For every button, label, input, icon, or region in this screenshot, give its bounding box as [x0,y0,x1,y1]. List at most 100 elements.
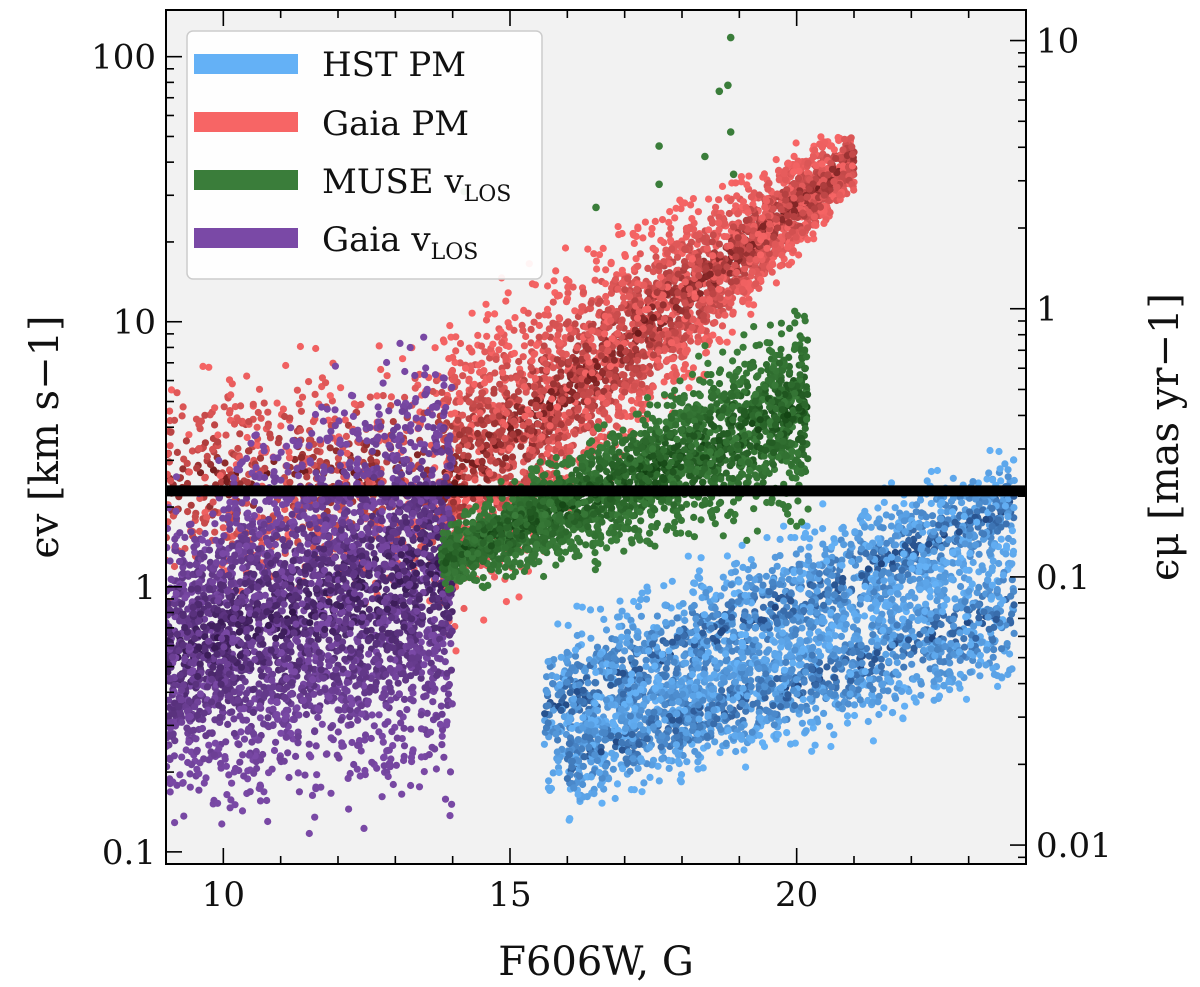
data-point [716,337,724,346]
data-point [699,296,707,304]
data-point [669,346,677,354]
data-point [291,455,299,464]
data-point [452,333,460,341]
data-point [303,473,311,481]
data-point [601,330,609,338]
data-point [601,280,610,288]
data-point [520,435,528,443]
data-point [521,412,529,420]
data-point [662,639,670,647]
data-point [618,279,626,287]
data-point [543,689,551,697]
data-point [611,275,620,283]
data-point [227,391,235,399]
data-point [768,567,776,575]
data-point [603,340,611,348]
data-point [502,454,510,462]
data-point [644,587,652,595]
data-point [685,384,693,392]
data-point [245,418,253,426]
data-point [587,299,595,307]
data-point [688,255,697,263]
data-point [729,223,738,231]
data-point [718,322,727,330]
data-point [839,523,847,532]
data-point [221,459,229,467]
data-point [566,371,574,379]
data-point [595,251,604,259]
data-point [726,241,734,250]
data-point [530,318,538,326]
data-point [596,605,605,613]
data-point [715,196,723,204]
data-point [687,337,695,345]
data-point [509,430,517,439]
data-point [735,578,743,586]
data-point [482,300,490,308]
data-point [587,634,595,642]
data-point [579,303,587,311]
data-point [560,433,569,441]
data-point [399,355,407,363]
data-point [621,286,629,294]
data-point [556,339,564,347]
data-point [459,372,467,380]
data-point [449,353,457,361]
data-point [641,306,649,314]
data-point [697,325,706,333]
data-point [621,252,630,260]
data-point [206,411,214,419]
data-point [841,135,849,143]
data-point [549,364,557,372]
data-point [599,369,607,377]
data-point [552,320,560,328]
data-point [505,323,513,331]
data-point [721,219,729,228]
data-point [277,422,285,430]
data-point [318,374,326,382]
data-point [326,444,334,452]
data-point [646,369,654,378]
data-point [604,347,612,355]
data-point [665,218,673,226]
data-point [446,322,454,330]
data-point [492,355,500,363]
data-point [799,209,807,217]
data-point [673,240,681,248]
data-point [598,394,606,402]
data-point [211,404,219,412]
data-point [553,292,562,300]
data-point [477,416,485,424]
data-point [733,268,741,277]
data-point [511,314,519,322]
data-point [249,400,257,408]
data-point [524,309,532,317]
data-point [504,400,512,408]
data-point [530,383,539,391]
data-point [546,404,554,412]
data-point [732,179,740,187]
data-point [554,434,563,442]
data-point [167,428,175,436]
data-point [489,437,497,446]
data-point [528,446,536,454]
data-point [712,203,720,211]
data-point [689,195,698,203]
data-point [546,786,554,795]
data-point [195,445,203,453]
data-point [716,277,724,285]
data-point [264,422,272,431]
data-point [795,251,803,259]
data-point [740,279,748,287]
data-point [716,294,724,302]
data-point [282,361,290,370]
data-point [460,436,468,444]
data-point [540,387,548,395]
data-point [618,304,626,312]
data-point [530,350,538,359]
data-point [820,191,828,199]
data-point [718,182,727,190]
data-point [792,139,800,147]
data-point [573,602,581,610]
data-point [429,387,437,396]
